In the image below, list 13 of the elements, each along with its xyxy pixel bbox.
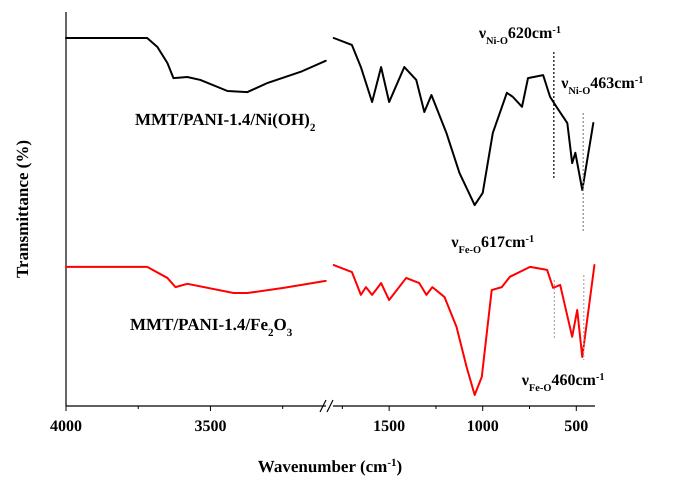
series-label: MMT/PANI-1.4/Ni(OH)$_{2}$ bbox=[135, 110, 316, 134]
ref-line-label: ν$_{Fe-O}$460cm$^{-1}$ bbox=[520, 372, 605, 394]
x-tick-label: 500 bbox=[564, 418, 588, 435]
x-tick-label: 4000 bbox=[50, 418, 82, 435]
x-tick-label: 3500 bbox=[194, 418, 226, 435]
series-label: MMT/PANI-1.4/Fe$_{2}$O$_{3}$ bbox=[130, 315, 293, 339]
ref-line-label: ν$_{Ni-O}$620cm$^{-1}$ bbox=[478, 24, 562, 46]
x-tick-label: 1500 bbox=[373, 418, 406, 435]
y-axis-title: Transmittance (%) bbox=[13, 140, 32, 278]
x-axis-title: Wavenumber (cm$^{-1}$) bbox=[258, 457, 402, 476]
ref-line-label: ν$_{Ni-O}$463cm$^{-1}$ bbox=[560, 74, 644, 96]
ref-line-label: ν$_{Fe-O}$617cm$^{-1}$ bbox=[450, 234, 534, 256]
x-tick-label: 1000 bbox=[466, 418, 499, 435]
